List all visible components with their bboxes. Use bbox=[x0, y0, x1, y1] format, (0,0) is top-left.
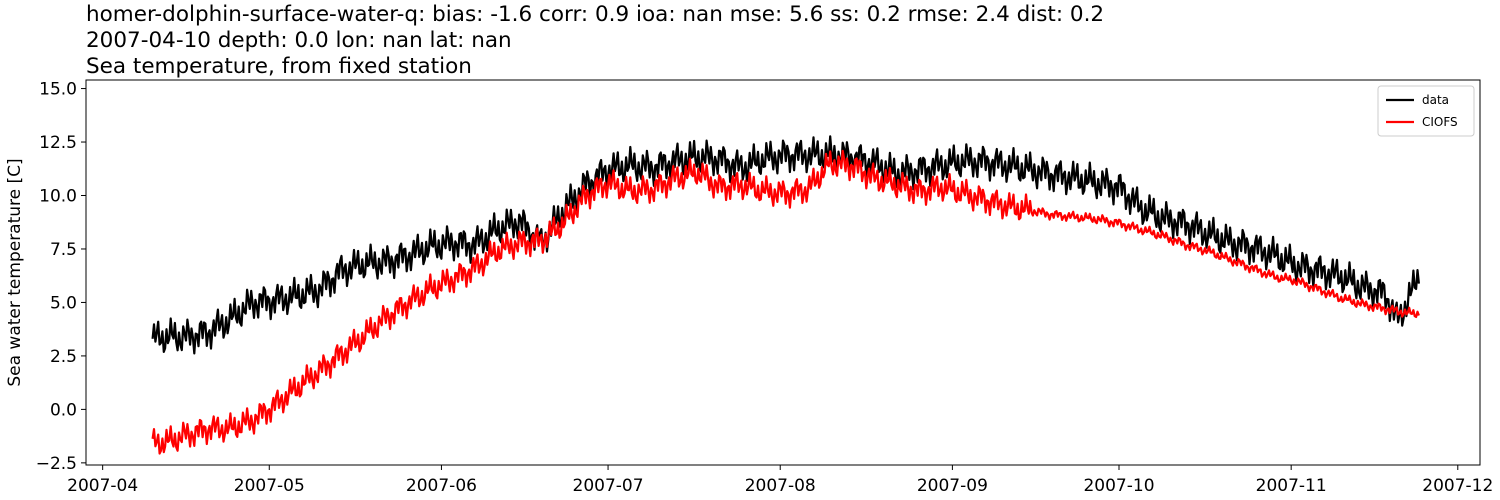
y-tick-label: 7.5 bbox=[50, 240, 77, 260]
x-tick-label: 2007-07 bbox=[573, 476, 644, 496]
x-tick-label: 2007-04 bbox=[67, 476, 138, 496]
y-tick-label: 15.0 bbox=[39, 80, 77, 100]
x-tick-label: 2007-12 bbox=[1422, 476, 1493, 496]
y-axis-label: Sea water temperature [C] bbox=[5, 158, 25, 386]
y-tick-label: 10.0 bbox=[39, 187, 77, 207]
legend: data CIOFS bbox=[1377, 85, 1475, 137]
x-axis: 2007-04 2007-05 2007-06 2007-07 2007-08 2007-… bbox=[67, 465, 1493, 496]
y-tick-label: 12.5 bbox=[39, 133, 77, 153]
chart-title: homer-dolphin-surface-water-q: bias: -1.… bbox=[86, 2, 1104, 80]
x-tick-label: 2007-08 bbox=[745, 476, 816, 496]
x-tick-label: 2007-09 bbox=[917, 476, 988, 496]
x-tick-label: 2007-06 bbox=[406, 476, 477, 496]
legend-label-ciofs: CIOFS bbox=[1422, 115, 1458, 129]
x-tick-label: 2007-11 bbox=[1256, 476, 1327, 496]
series-line-ciofs bbox=[151, 149, 1420, 455]
legend-box bbox=[1377, 85, 1475, 137]
y-tick-label: 2.5 bbox=[50, 347, 77, 367]
x-tick-label: 2007-10 bbox=[1083, 476, 1154, 496]
y-axis: −2.5 0.0 2.5 5.0 7.5 10.0 12.5 15.0 bbox=[36, 80, 86, 474]
title-line-2: 2007-04-10 depth: 0.0 lon: nan lat: nan bbox=[86, 28, 512, 53]
series-layer bbox=[151, 135, 1420, 455]
plot-frame bbox=[85, 79, 1481, 466]
x-tick-label: 2007-05 bbox=[234, 476, 305, 496]
y-tick-label: −2.5 bbox=[36, 454, 77, 474]
title-line-3: Sea temperature, from fixed station bbox=[86, 54, 472, 79]
y-tick-label: 0.0 bbox=[50, 400, 77, 420]
y-tick-label: 5.0 bbox=[50, 293, 77, 313]
axes bbox=[85, 79, 1481, 466]
series-line-data bbox=[151, 135, 1420, 355]
title-line-1: homer-dolphin-surface-water-q: bias: -1.… bbox=[86, 2, 1105, 27]
legend-label-data: data bbox=[1422, 93, 1449, 107]
